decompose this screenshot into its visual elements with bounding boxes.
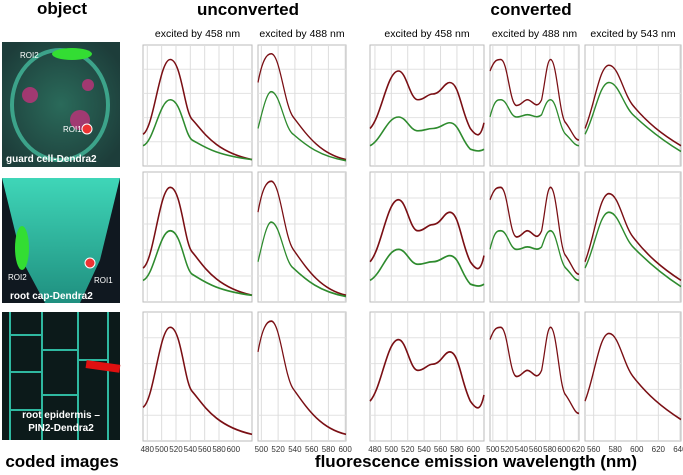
x-tick-label: 560 [434,445,448,454]
x-tick-label: 560 [529,445,543,454]
image-label: guard cell-Dendra2 [6,154,97,165]
x-tick-label: 500 [385,445,399,454]
x-tick-label: 540 [417,445,431,454]
x-tick-label: 600 [630,445,644,454]
header: unconverted [197,0,299,19]
x-tick-label: 540 [184,445,198,454]
image-label: root epidermis – [22,410,100,421]
roi-label: ROI2 [8,273,27,282]
x-tick-label: 560 [587,445,601,454]
x-tick-label: 580 [322,445,336,454]
x-tick-label: 640 [673,445,683,454]
image: ROI2 ROI1 root cap-Dendra2 [2,178,120,303]
x-tick-label: 560 [305,445,319,454]
x-tick-label: 620 [572,445,586,454]
plot-frame [257,44,347,167]
x-tick-label: 500 [486,445,500,454]
roi-label: ROI1 [63,125,82,134]
image-label: PIN2-Dendra2 [28,423,94,434]
plot-frame [369,311,485,442]
plot-frame [142,171,253,303]
x-tick-label: 500 [155,445,169,454]
axis-title: fluorescence emission wavelength (nm) [315,452,637,471]
column-title: excited by 488 nm [492,28,577,40]
header: object [37,0,87,18]
column-title: excited by 458 nm [384,28,469,40]
plot-frame [257,311,347,442]
image: root epidermis – PIN2-Dendra2 [2,312,121,440]
header: converted [490,0,571,19]
image-label: root cap-Dendra2 [10,291,93,302]
footer-label: coded images [5,452,118,471]
column-title: excited by 458 nm [155,28,240,40]
x-tick-label: 600 [557,445,571,454]
x-tick-label: 520 [401,445,415,454]
x-tick-label: 580 [212,445,226,454]
x-tick-label: 600 [338,445,352,454]
x-tick-label: 520 [169,445,183,454]
x-tick-label: 500 [255,445,269,454]
image: ROI2 ROI1 guard cell-Dendra2 [2,42,120,167]
column-title: excited by 488 nm [259,28,344,40]
plot-frame [257,171,347,303]
x-tick-label: 580 [609,445,623,454]
x-tick-label: 540 [288,445,302,454]
plot-frame [142,44,253,167]
x-tick-label: 620 [652,445,666,454]
x-tick-label: 540 [515,445,529,454]
roi-label: ROI1 [94,276,113,285]
x-tick-label: 560 [198,445,212,454]
x-tick-label: 520 [500,445,514,454]
x-tick-label: 580 [450,445,464,454]
x-tick-label: 600 [227,445,241,454]
x-tick-label: 480 [368,445,382,454]
plot-frame [369,171,485,303]
plot-frame [142,311,253,442]
plot-frame [369,44,485,167]
roi-label: ROI2 [20,51,39,60]
column-title: excited by 543 nm [590,28,675,40]
x-tick-label: 520 [271,445,285,454]
x-tick-label: 580 [543,445,557,454]
x-tick-label: 480 [141,445,155,454]
x-tick-label: 600 [467,445,481,454]
